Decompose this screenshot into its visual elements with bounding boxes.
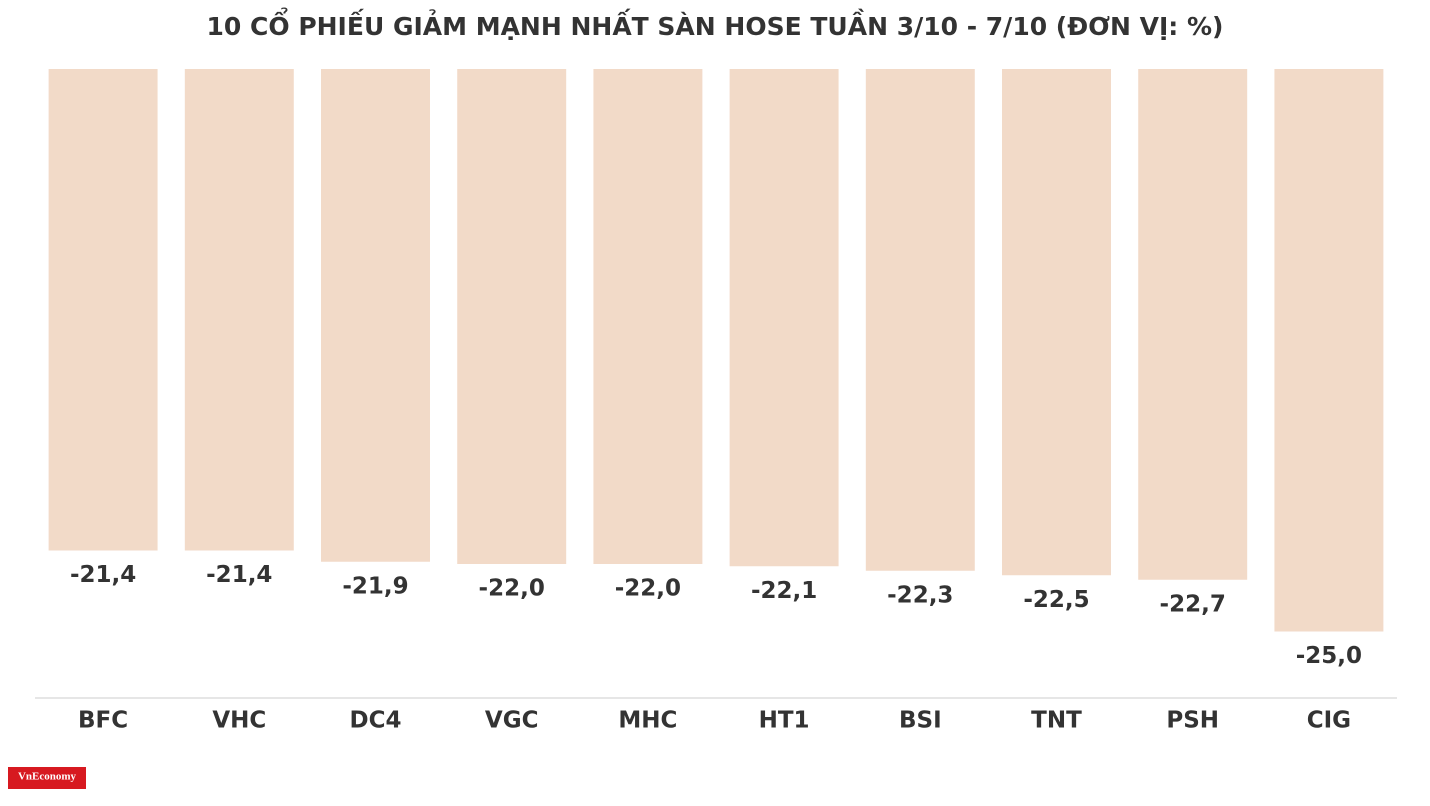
x-tick-label: MHC [618, 708, 677, 734]
value-label: -21,4 [70, 562, 136, 588]
bar [593, 69, 703, 564]
bar [1002, 69, 1111, 576]
bar [1274, 69, 1384, 632]
value-label: -22,1 [751, 578, 817, 604]
value-label: -25,0 [1296, 643, 1362, 669]
value-label: -21,4 [206, 562, 272, 588]
bar [184, 69, 294, 551]
value-label: -22,7 [1160, 591, 1226, 617]
value-label: -22,0 [615, 576, 681, 602]
logo: VnEconomy [18, 771, 77, 783]
x-tick-label: HT1 [759, 708, 810, 734]
value-label: -22,5 [1023, 587, 1089, 613]
x-tick-label: PSH [1166, 708, 1219, 734]
x-tick-label: BFC [78, 708, 128, 734]
value-label: -21,9 [342, 573, 408, 599]
bar [48, 69, 158, 551]
x-tick-label: TNT [1031, 708, 1082, 734]
chart-title: 10 CỔ PHIẾU GIẢM MẠNH NHẤT SÀN HOSE TUẦN… [207, 6, 1224, 41]
bar [1138, 69, 1248, 580]
value-label: -22,3 [887, 582, 953, 608]
x-tick-label: DC4 [350, 708, 402, 734]
x-tick-label: VHC [212, 708, 266, 734]
x-tick-label: VGC [485, 708, 539, 734]
bar [457, 69, 567, 564]
x-tick-label: CIG [1307, 708, 1351, 734]
x-tick-label: BSI [899, 708, 942, 734]
bar [729, 69, 839, 567]
bar [865, 69, 975, 571]
bar [321, 69, 430, 562]
logo-box [8, 767, 86, 789]
value-label: -22,0 [479, 576, 545, 602]
